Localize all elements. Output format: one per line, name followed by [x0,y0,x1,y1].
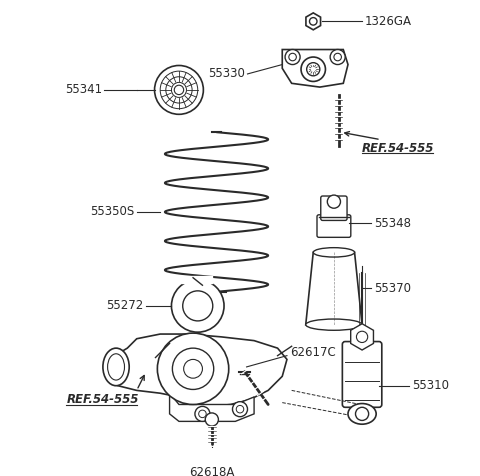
Ellipse shape [108,354,124,380]
Circle shape [310,18,317,25]
Ellipse shape [348,404,376,424]
Circle shape [330,50,345,65]
Text: 62618A: 62618A [189,466,235,476]
Circle shape [236,406,244,413]
Circle shape [199,410,206,417]
Text: 55341: 55341 [65,83,102,97]
Circle shape [232,402,248,416]
Text: 55310: 55310 [412,379,449,392]
Text: REF.54-555: REF.54-555 [362,141,434,155]
Circle shape [183,291,213,321]
Text: 55272: 55272 [106,299,143,312]
Circle shape [166,77,192,103]
Circle shape [289,53,296,61]
Circle shape [334,53,341,61]
Circle shape [172,348,214,389]
Ellipse shape [306,319,362,330]
Polygon shape [306,13,321,30]
Circle shape [356,407,369,420]
Circle shape [160,71,198,109]
Circle shape [285,50,300,65]
FancyBboxPatch shape [317,215,351,238]
Polygon shape [351,324,373,350]
Circle shape [155,66,204,114]
Circle shape [307,63,320,76]
Circle shape [184,359,203,378]
Text: 55370: 55370 [374,281,411,295]
Polygon shape [169,393,254,421]
FancyBboxPatch shape [321,196,347,220]
Circle shape [195,407,210,421]
Text: 55348: 55348 [374,217,411,230]
Ellipse shape [313,248,355,257]
Circle shape [301,57,325,81]
Text: 1326GA: 1326GA [365,15,412,28]
Text: 55350S: 55350S [90,206,134,218]
Text: 55330: 55330 [208,68,245,80]
Ellipse shape [103,348,129,386]
Text: 62617C: 62617C [290,347,336,359]
Text: REF.54-555: REF.54-555 [66,393,139,406]
Circle shape [171,82,186,98]
FancyBboxPatch shape [342,342,382,407]
Polygon shape [104,334,287,407]
Circle shape [174,85,184,95]
Circle shape [327,195,340,208]
Circle shape [357,331,368,343]
Polygon shape [282,50,348,87]
Circle shape [171,279,224,332]
Circle shape [205,413,218,426]
Polygon shape [306,252,362,325]
Circle shape [157,333,229,405]
